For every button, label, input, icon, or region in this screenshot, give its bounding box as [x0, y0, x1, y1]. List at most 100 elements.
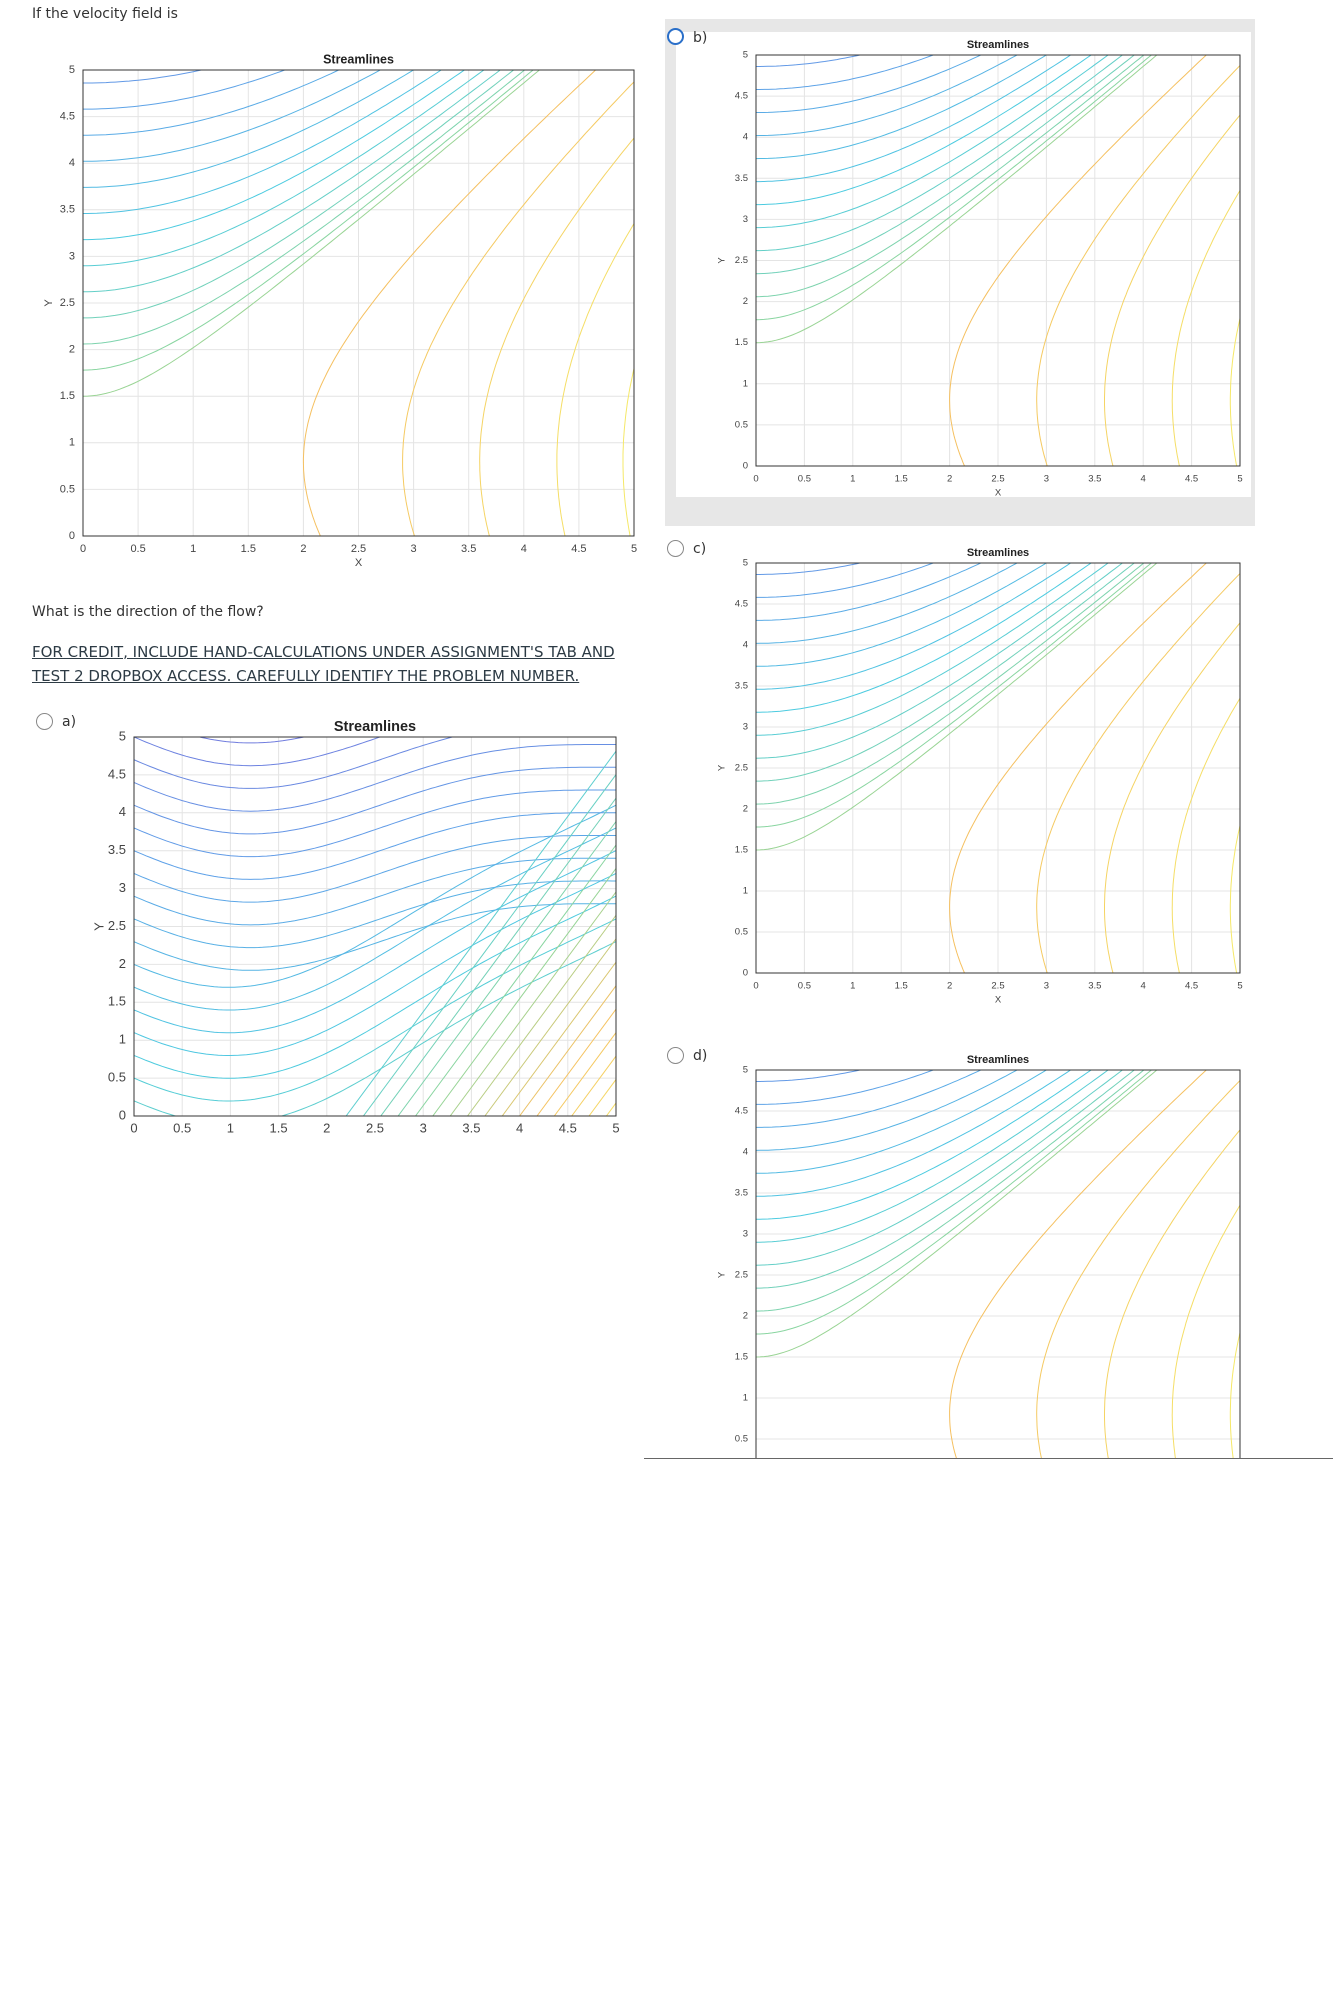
x-tick-label: 3	[1044, 474, 1049, 485]
streamline	[756, 55, 1072, 183]
plot-frame	[755, 54, 1241, 467]
x-tick-label: 0	[80, 543, 86, 555]
streamline	[134, 766, 616, 835]
streamline	[83, 70, 541, 397]
streamline	[345, 750, 616, 1116]
y-tick-label: 2	[119, 956, 126, 971]
x-tick-label: 4.5	[1185, 981, 1198, 992]
y-tick-label: 1	[743, 886, 748, 897]
streamline	[756, 55, 1158, 344]
x-tick-label: 2	[947, 474, 952, 485]
streamline	[949, 563, 1207, 973]
x-tick-label: 5	[612, 1120, 619, 1135]
option-label[interactable]: c)	[693, 541, 707, 557]
streamline	[1229, 1330, 1240, 1458]
y-tick-label: 0	[69, 530, 75, 542]
y-tick-label: 4	[743, 1147, 748, 1158]
streamline	[756, 563, 1109, 736]
streamline	[397, 820, 616, 1116]
streamline	[432, 867, 616, 1116]
streamlines	[134, 705, 635, 1116]
y-tick-label: 1.5	[735, 1352, 748, 1363]
streamline	[1171, 1204, 1240, 1458]
y-tick-label: 3.5	[60, 204, 75, 216]
x-tick-label: 3	[1044, 981, 1049, 992]
streamlines	[756, 1070, 1240, 1458]
y-tick-label: 3	[119, 880, 126, 895]
streamline	[553, 1031, 616, 1116]
streamline	[501, 961, 616, 1116]
x-tick-label: 4	[1141, 981, 1146, 992]
radio-button[interactable]	[667, 540, 684, 557]
y-tick-label: 0	[119, 1107, 126, 1122]
streamline	[83, 70, 485, 267]
y-tick-label: 3	[69, 250, 75, 262]
option-label[interactable]: d)	[693, 1048, 708, 1064]
x-tick-label: 2	[947, 981, 952, 992]
x-tick-label: 0.5	[798, 981, 811, 992]
streamline	[622, 366, 634, 536]
streamline	[756, 563, 1136, 782]
streamline	[467, 914, 616, 1116]
streamline	[479, 137, 634, 536]
streamline	[756, 563, 1092, 713]
x-tick-label: 5	[1237, 474, 1242, 485]
x-tick-label: 0	[753, 981, 758, 992]
streamline	[449, 891, 616, 1116]
streamline	[756, 55, 1019, 137]
streamline	[415, 844, 616, 1116]
y-tick-label: 4.5	[108, 766, 126, 781]
option-label[interactable]: a)	[62, 714, 77, 730]
streamline	[756, 1070, 1072, 1197]
y-tick-label: 1	[69, 437, 75, 449]
y-tick-label: 3	[743, 214, 748, 225]
prompt: If the velocity field is	[32, 6, 178, 22]
x-tick-label: 4.5	[1185, 474, 1198, 485]
streamline	[83, 70, 526, 345]
streamline	[134, 903, 616, 971]
y-tick-label: 1.5	[108, 994, 126, 1009]
streamline	[756, 1070, 1019, 1151]
streamline	[134, 941, 616, 1116]
streamline	[302, 70, 596, 536]
y-tick-label: 3.5	[735, 173, 748, 184]
y-tick-label: 0.5	[735, 419, 748, 430]
x-tick-label: 1.5	[270, 1120, 288, 1135]
streamline-plot: 0 0.5 1 1.5 2 2.5 3 3.5 4 4.5 5 0 0.5 1 1.5 2 2.5 3 3.5 4 4.…	[43, 52, 637, 569]
y-tick-label: 4	[119, 804, 126, 819]
y-tick-label: 2.5	[735, 255, 748, 266]
x-tick-label: 4	[521, 543, 527, 555]
streamline	[624, 705, 635, 1116]
plot-frame	[755, 562, 1241, 974]
radio-button[interactable]	[36, 713, 53, 730]
streamline	[756, 1070, 1153, 1335]
y-tick-label: 3.5	[108, 842, 126, 857]
y-tick-label: 5	[743, 558, 748, 569]
streamline	[402, 81, 634, 536]
y-tick-label: 0	[743, 461, 748, 472]
y-axis-label: Y	[43, 299, 55, 307]
streamline	[756, 1070, 935, 1105]
radio-button[interactable]	[667, 28, 684, 45]
plot-frame	[755, 1069, 1241, 1458]
streamline	[756, 563, 1072, 690]
plot-title: Streamlines	[334, 719, 416, 735]
streamline	[134, 737, 382, 767]
y-tick-label: 2.5	[60, 297, 75, 309]
x-tick-label: 4	[1141, 474, 1146, 485]
plot-title: Streamlines	[323, 52, 394, 66]
radio-button[interactable]	[667, 1047, 684, 1064]
streamline	[756, 55, 863, 67]
streamline	[756, 55, 983, 113]
x-tick-label: 0	[753, 474, 758, 485]
streamline	[83, 70, 443, 214]
y-tick-label: 4.5	[60, 111, 75, 123]
streamline-plot: 0 0.5 1 1.5 2 2.5 3 3.5 4 4.5 5 0 0.5 1 1.5 2 2.5 3 3.5 4 4.…	[91, 705, 635, 1136]
y-tick-label: 0.5	[735, 1434, 748, 1445]
streamline	[756, 55, 1145, 298]
streamline	[756, 563, 1124, 759]
x-tick-label: 1.5	[895, 474, 908, 485]
x-tick-label: 4.5	[571, 543, 586, 555]
option-label[interactable]: b)	[693, 30, 708, 46]
